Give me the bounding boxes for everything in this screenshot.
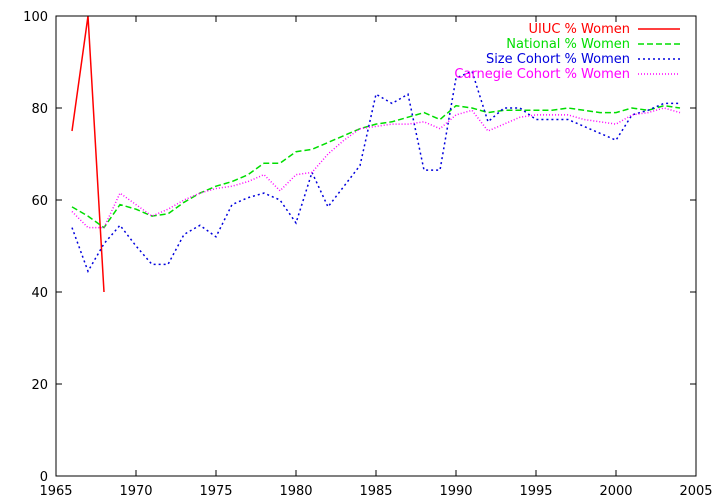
x-tick-label: 1995	[519, 484, 552, 499]
y-tick-label: 20	[31, 378, 48, 393]
y-tick-label: 0	[40, 470, 48, 485]
legend-label: UIUC % Women	[528, 22, 630, 37]
x-tick-label: 1965	[39, 484, 72, 499]
x-tick-label: 1990	[439, 484, 472, 499]
y-tick-label: 80	[31, 102, 48, 117]
x-tick-label: 2000	[599, 484, 632, 499]
legend-label: Carnegie Cohort % Women	[454, 67, 630, 82]
y-tick-label: 40	[31, 286, 48, 301]
x-axis: 1965 1970 1975 1980 1985 1990 1995 2000 2005	[39, 16, 713, 499]
x-tick-label: 2005	[679, 484, 712, 499]
legend-label: Size Cohort % Women	[486, 52, 630, 67]
y-axis: 0 20 40 60 80 100	[23, 10, 696, 485]
legend-label: National % Women	[506, 37, 630, 52]
series-line-2	[71, 70, 680, 274]
y-tick-label: 60	[31, 194, 48, 209]
x-tick-label: 1970	[119, 484, 152, 499]
x-tick-label: 1985	[359, 484, 392, 499]
y-tick-label: 100	[23, 10, 48, 25]
series-line-1	[71, 104, 681, 229]
series-line-3	[71, 107, 681, 229]
x-tick-label: 1975	[199, 484, 232, 499]
x-tick-label: 1980	[279, 484, 312, 499]
